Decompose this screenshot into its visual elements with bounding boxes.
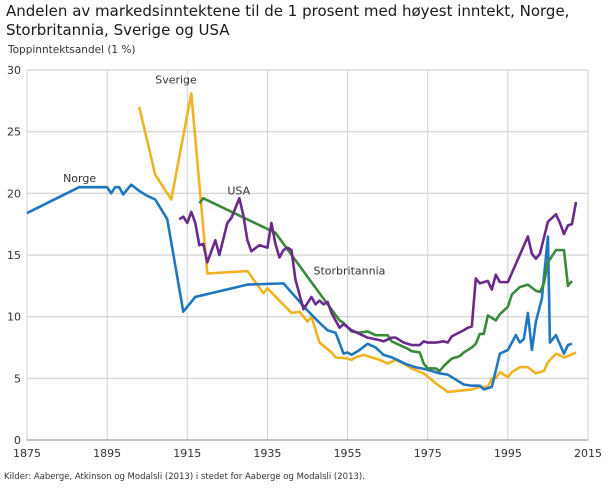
y-tick-label: 5 xyxy=(14,372,21,385)
series-label-storbritannia: Storbritannia xyxy=(314,265,386,278)
series-label-norge: Norge xyxy=(63,172,96,185)
x-tick-label: 1975 xyxy=(414,447,442,460)
y-tick-label: 0 xyxy=(14,434,21,447)
series-line-usa xyxy=(178,196,578,347)
y-tick-label: 25 xyxy=(7,126,21,139)
source-note: Kilder: Aaberge, Atkinson og Modalsli (2… xyxy=(4,472,365,482)
y-tick-label: 20 xyxy=(7,187,21,200)
series-line-storbritannia xyxy=(198,196,573,373)
x-tick-label: 1915 xyxy=(173,447,201,460)
y-tick-label: 30 xyxy=(7,64,21,77)
y-tick-label: 10 xyxy=(7,311,21,324)
series-label-usa: USA xyxy=(227,185,250,198)
x-tick-label: 1875 xyxy=(13,447,41,460)
y-axis-label: Toppinntektsandel (1 %) xyxy=(8,44,136,56)
x-tick-label: 1935 xyxy=(253,447,281,460)
series-label-sverige: Sverige xyxy=(155,74,197,87)
x-tick-label: 1955 xyxy=(334,447,362,460)
x-tick-label: 1895 xyxy=(93,447,121,460)
chart-title: Andelen av markedsinntektene til de 1 pr… xyxy=(6,2,570,39)
x-tick-label: 2015 xyxy=(574,447,602,460)
y-tick-label: 15 xyxy=(7,249,21,262)
series-line-norge xyxy=(26,183,573,391)
x-tick-label: 1995 xyxy=(494,447,522,460)
